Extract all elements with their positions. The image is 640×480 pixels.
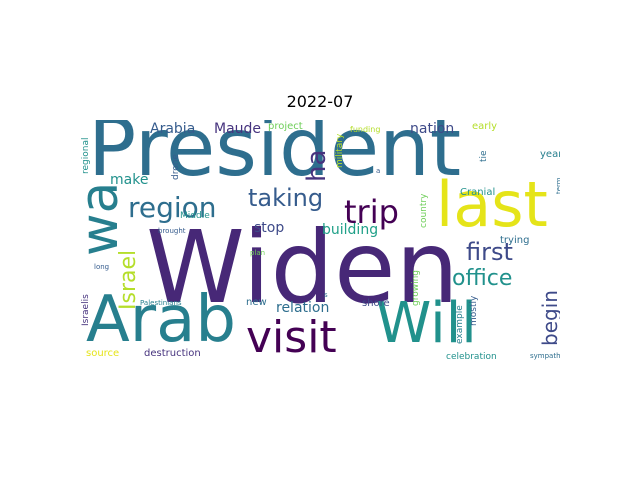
word-regional: regional xyxy=(81,137,91,174)
word-destruction: destruction xyxy=(144,348,201,359)
word-trying: trying xyxy=(500,235,530,246)
word-building: building xyxy=(322,222,379,238)
word-maude: Maude xyxy=(214,121,262,137)
word-shore: shore xyxy=(362,298,390,309)
word-first: first xyxy=(466,238,513,266)
word-region: region xyxy=(128,191,217,224)
word-a: a xyxy=(376,167,381,175)
word-early: early xyxy=(472,121,498,132)
word-year: year xyxy=(540,149,560,160)
word-ha: ha xyxy=(302,149,332,182)
word-long: long xyxy=(94,263,110,271)
word-growing: growing xyxy=(411,270,421,306)
word-visit: visit xyxy=(246,312,337,360)
word-trip: trip xyxy=(344,193,399,231)
word-funding: funding xyxy=(350,125,381,134)
word-wa: wa xyxy=(80,181,130,256)
word-taking: taking xyxy=(248,184,324,212)
word-president: President xyxy=(88,120,462,194)
word-last: last xyxy=(436,168,548,241)
word-begin: begin xyxy=(538,290,560,346)
word-sympathy: sympathy xyxy=(530,352,560,360)
word-arabia: Arabia xyxy=(150,121,196,137)
figure-title: 2022-07 xyxy=(286,92,354,111)
word-will: Will xyxy=(376,291,477,356)
word-military: military xyxy=(335,133,345,168)
word-nation: nation xyxy=(410,121,455,137)
word-cloud: President Widen Arab Will last wa visit … xyxy=(80,120,560,360)
word-mostly: mostly xyxy=(469,295,479,326)
word-stop: stop xyxy=(254,220,285,236)
word-drone: drone xyxy=(171,154,181,180)
word-source: source xyxy=(86,348,120,359)
word-middle: Middle xyxy=(180,211,210,221)
word-make: make xyxy=(110,172,149,188)
word-country: country xyxy=(419,193,429,228)
word-new: new xyxy=(246,297,267,308)
word-cranial: Cranial xyxy=(460,187,496,198)
word-celebration: celebration xyxy=(446,352,497,361)
word-project: project xyxy=(268,121,303,132)
word-israelis: Israelis xyxy=(81,294,91,326)
word-arab: Arab xyxy=(86,283,236,357)
word-s: s xyxy=(324,291,328,299)
word-tie: tie xyxy=(479,150,489,162)
word-plan: plan xyxy=(250,249,266,257)
word-example: example xyxy=(455,305,465,344)
word-palestinians: Palestinians xyxy=(140,299,182,307)
word-term: term xyxy=(555,177,560,194)
word-israel: Israel xyxy=(116,249,141,310)
word-brought: brought xyxy=(158,227,186,235)
word-relation: relation xyxy=(276,300,330,316)
word-widen: Widen xyxy=(146,209,459,326)
word-office: office xyxy=(452,266,513,291)
